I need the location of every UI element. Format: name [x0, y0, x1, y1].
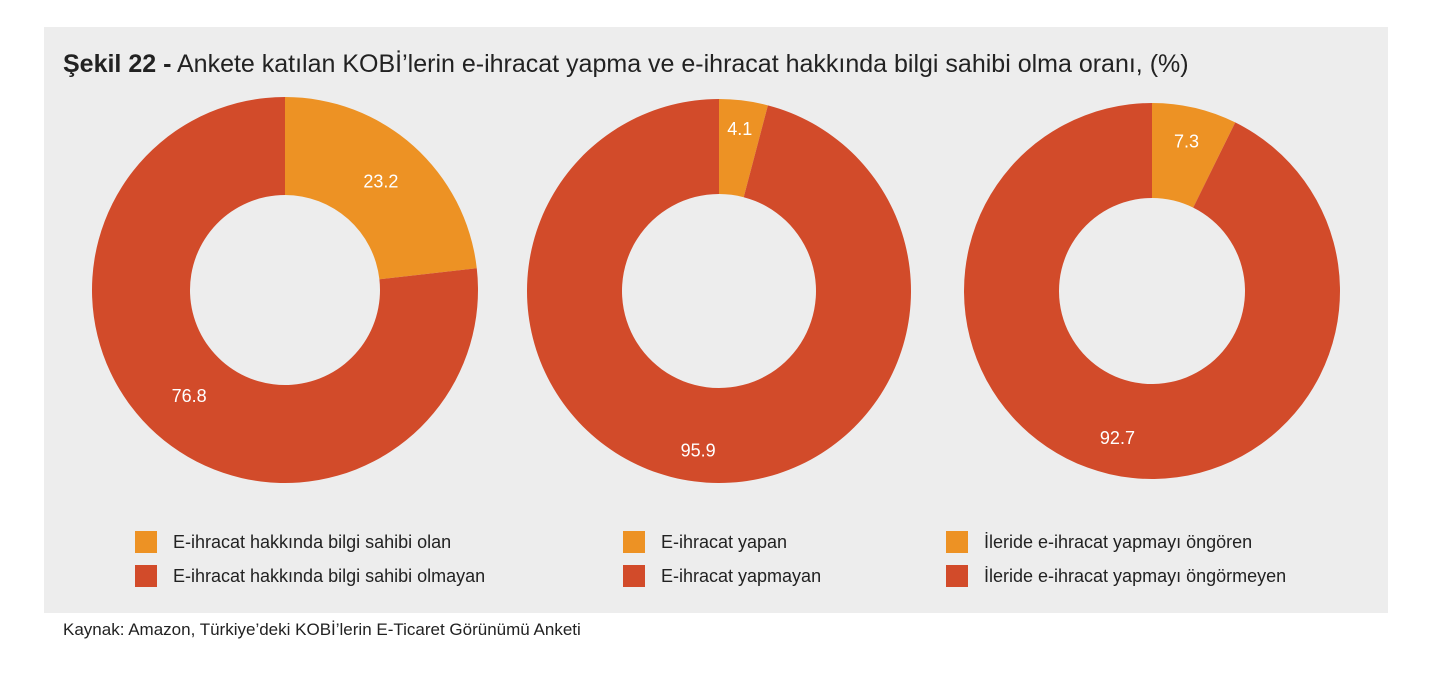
legend-label-1-a: E-ihracat hakkında bilgi sahibi olan [173, 531, 452, 552]
legend-item-2-b: E-ihracat yapmayan [623, 565, 821, 587]
donut-2-slice-1 [719, 99, 768, 198]
title-prefix: Şekil 22 - [63, 50, 172, 78]
donut-1-label-1: 23.2 [363, 171, 398, 191]
legend-label-3-b: İleride e-ihracat yapmayı öngörmeyen [984, 565, 1287, 586]
legend-swatch-1-a [135, 531, 157, 553]
donut-3-slice-1 [1152, 103, 1236, 208]
legend-item-3-b: İleride e-ihracat yapmayı öngörmeyen [946, 565, 1286, 587]
donut-3-slice-2 [963, 103, 1340, 479]
source-note: Kaynak: Amazon, Türkiye’deki KOBİ’lerin … [63, 620, 581, 639]
donut-1-label-2: 76.8 [172, 386, 207, 406]
legend-label-1-b: E-ihracat hakkında bilgi sahibi olmayan [173, 565, 486, 586]
legend-swatch-2-a [623, 531, 645, 553]
donut-3-label-1: 7.3 [1174, 132, 1199, 152]
legend-swatch-3-b [946, 565, 968, 587]
legend-label-2-b: E-ihracat yapmayan [661, 565, 822, 586]
donut-2-label-2: 95.9 [681, 440, 716, 460]
legend-item-3-a: İleride e-ihracat yapmayı öngören [946, 531, 1252, 553]
legend-swatch-3-a [946, 531, 968, 553]
legend-item-1-b: E-ihracat hakkında bilgi sahibi olmayan [135, 565, 485, 587]
title-text: Ankete katılan KOBİ’lerin e-ihracat yapm… [176, 50, 1189, 78]
donut-1-slice-2 [91, 97, 478, 484]
legend-item-1-a: E-ihracat hakkında bilgi sahibi olan [135, 531, 451, 553]
donut-3-label-2: 92.7 [1100, 428, 1135, 448]
donut-2-label-1: 4.1 [727, 119, 752, 139]
chart-title: Şekil 22 - Ankete katılan KOBİ’lerin e-i… [63, 50, 1189, 79]
donut-2-slice-2 [526, 99, 911, 483]
legend-label-3-a: İleride e-ihracat yapmayı öngören [984, 531, 1253, 552]
legend-label-2-a: E-ihracat yapan [661, 531, 788, 552]
donut-1-slice-1 [285, 97, 477, 280]
legend-item-2-a: E-ihracat yapan [623, 531, 787, 553]
legend-swatch-1-b [135, 565, 157, 587]
legend-swatch-2-b [623, 565, 645, 587]
